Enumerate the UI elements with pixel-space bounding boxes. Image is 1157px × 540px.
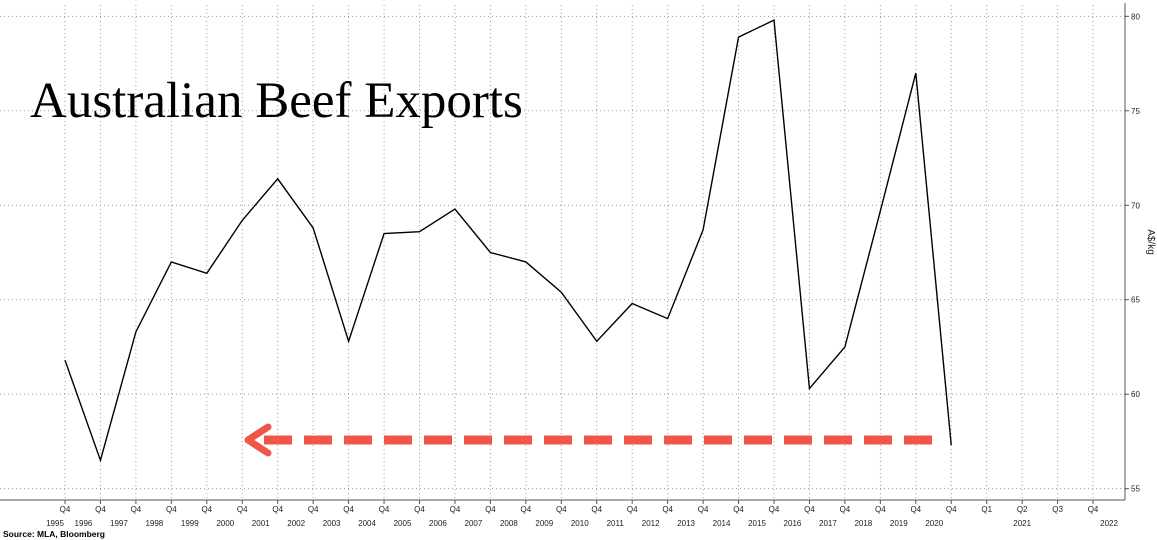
x-year-label: 2022 bbox=[1100, 519, 1118, 528]
x-tick-label: Q4 bbox=[379, 505, 390, 514]
x-year-label: 2007 bbox=[465, 519, 483, 528]
x-year-label: 1995 bbox=[46, 519, 64, 528]
x-year-label: 2012 bbox=[642, 519, 660, 528]
x-tick-label: Q4 bbox=[272, 505, 283, 514]
y-tick-label: 70 bbox=[1131, 201, 1140, 210]
x-year-label: 2003 bbox=[323, 519, 341, 528]
arrow-annotation bbox=[244, 423, 932, 457]
x-year-label: 2002 bbox=[287, 519, 305, 528]
x-year-label: 1996 bbox=[75, 519, 93, 528]
x-tick-label: Q4 bbox=[733, 505, 744, 514]
x-year-label: 1999 bbox=[181, 519, 199, 528]
x-year-label: 2016 bbox=[784, 519, 802, 528]
y-tick-label: 65 bbox=[1131, 296, 1140, 305]
x-tick-label: Q4 bbox=[237, 505, 248, 514]
x-tick-label: Q4 bbox=[662, 505, 673, 514]
x-year-label: 2010 bbox=[571, 519, 589, 528]
x-year-label: 2021 bbox=[1013, 519, 1031, 528]
x-year-label: 1997 bbox=[110, 519, 128, 528]
x-tick-label: Q4 bbox=[769, 505, 780, 514]
x-year-label: 2008 bbox=[500, 519, 518, 528]
x-tick-label: Q4 bbox=[910, 505, 921, 514]
x-tick-label: Q4 bbox=[804, 505, 815, 514]
x-tick-label: Q4 bbox=[698, 505, 709, 514]
x-tick-label: Q4 bbox=[556, 505, 567, 514]
x-tick-label: Q4 bbox=[60, 505, 71, 514]
source: Source: MLA, Bloomberg bbox=[3, 529, 105, 539]
x-tick-label: Q1 bbox=[981, 505, 992, 514]
x-tick-label: Q4 bbox=[131, 505, 142, 514]
x-tick-label: Q4 bbox=[414, 505, 425, 514]
y-tick-label: 60 bbox=[1131, 390, 1140, 399]
x-year-label: 2000 bbox=[216, 519, 234, 528]
x-tick-label: Q4 bbox=[308, 505, 319, 514]
x-year-label: 2001 bbox=[252, 519, 270, 528]
x-tick-label: Q4 bbox=[875, 505, 886, 514]
x-tick-label: Q4 bbox=[201, 505, 212, 514]
x-year-label: 2017 bbox=[819, 519, 837, 528]
x-year-label: 2011 bbox=[607, 519, 625, 528]
x-tick-label: Q4 bbox=[946, 505, 957, 514]
x-tick-label: Q4 bbox=[627, 505, 638, 514]
x-tick-label: Q4 bbox=[840, 505, 851, 514]
x-tick-label: Q4 bbox=[343, 505, 354, 514]
x-year-label: 1998 bbox=[145, 519, 163, 528]
y-tick-label: 75 bbox=[1131, 107, 1140, 116]
x-year-label: 2019 bbox=[890, 519, 908, 528]
data-line bbox=[64, 19, 952, 463]
x-tick-label: Q2 bbox=[1017, 505, 1028, 514]
y-tick-label: 55 bbox=[1131, 485, 1140, 494]
x-tick-label: Q4 bbox=[95, 505, 106, 514]
x-tick-label: Q4 bbox=[450, 505, 461, 514]
x-year-label: 2014 bbox=[713, 519, 731, 528]
x-tick-label: Q3 bbox=[1052, 505, 1063, 514]
x-tick-label: Q4 bbox=[521, 505, 532, 514]
x-tick-label: Q4 bbox=[591, 505, 602, 514]
x-tick-label: Q4 bbox=[166, 505, 177, 514]
x-tick-label: Q4 bbox=[485, 505, 496, 514]
y-tick-label: 80 bbox=[1131, 12, 1140, 21]
x-year-label: 2020 bbox=[925, 519, 943, 528]
chart-title: Australian Beef Exports bbox=[30, 73, 523, 129]
x-year-label: 2015 bbox=[748, 519, 766, 528]
x-year-label: 2006 bbox=[429, 519, 447, 528]
x-year-label: 2009 bbox=[535, 519, 553, 528]
x-year-label: 2013 bbox=[677, 519, 695, 528]
y-axis-label: A$/kg bbox=[1145, 229, 1156, 255]
x-year-label: 2018 bbox=[854, 519, 872, 528]
x-year-label: 2005 bbox=[394, 519, 412, 528]
x-year-label: 2004 bbox=[358, 519, 376, 528]
x-tick-label: Q4 bbox=[1088, 505, 1099, 514]
